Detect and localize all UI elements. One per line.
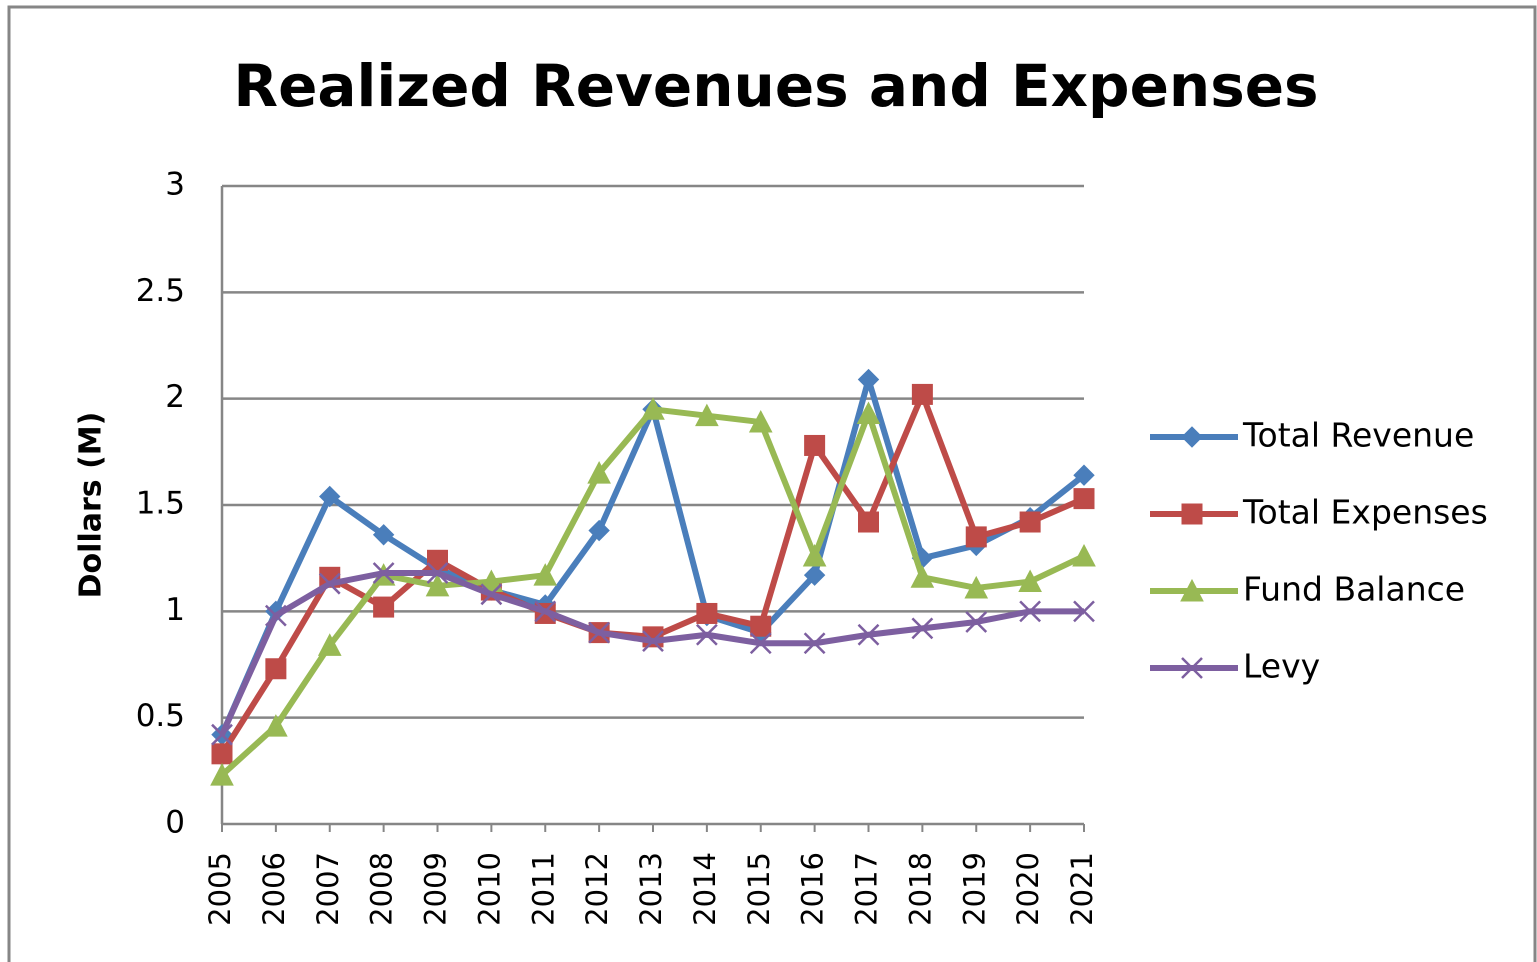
x-tick-label: 2010: [472, 852, 506, 926]
data-point: [965, 611, 988, 633]
data-point: [480, 583, 503, 606]
x-tick-label: 2018: [903, 852, 937, 926]
legend-marker: [1180, 578, 1204, 602]
x-tick-label: 2012: [580, 852, 614, 926]
y-axis-label: Dollars (M): [74, 412, 109, 599]
data-point: [965, 526, 987, 548]
data-point: [588, 519, 610, 542]
data-point: [695, 403, 719, 427]
y-tick-label: 3: [165, 167, 185, 203]
y-tick-label: 0: [165, 805, 185, 841]
data-point: [910, 565, 935, 588]
data-point: [803, 564, 826, 586]
x-tick-label: 2011: [526, 852, 560, 926]
data-point: [642, 630, 664, 652]
data-point: [425, 573, 450, 597]
y-tick-label: 2: [165, 379, 185, 415]
data-point: [534, 600, 557, 623]
data-point: [373, 596, 395, 618]
data-point: [1073, 464, 1095, 486]
data-point: [372, 524, 395, 546]
legend-label: Total Revenue: [1242, 416, 1474, 455]
data-point: [1072, 543, 1096, 567]
x-tick-label: 2015: [742, 852, 776, 926]
data-point: [210, 763, 234, 786]
data-point: [804, 434, 826, 456]
data-point: [211, 743, 233, 765]
data-point: [1073, 488, 1095, 510]
x-tick-label: 2006: [257, 852, 291, 926]
y-tick-label: 2.5: [136, 273, 185, 309]
x-tick-label: 2016: [796, 852, 830, 926]
data-point: [1073, 600, 1095, 623]
data-point: [1019, 511, 1041, 533]
legend-marker: [1181, 426, 1203, 448]
x-tick-label: 2005: [203, 852, 237, 926]
data-point: [211, 723, 233, 746]
x-tick-label: 2007: [311, 852, 345, 926]
data-point: [265, 658, 287, 680]
data-point: [696, 602, 718, 624]
data-point: [748, 409, 773, 433]
data-point: [372, 562, 395, 584]
data-point: [750, 615, 772, 637]
x-tick-label: 2021: [1065, 852, 1099, 926]
x-tick-label: 2019: [957, 852, 991, 926]
data-point: [641, 397, 665, 420]
y-tick-label: 1: [165, 592, 185, 628]
data-point: [803, 632, 826, 655]
data-point: [1018, 569, 1042, 593]
data-point: [426, 562, 449, 584]
data-point: [857, 623, 880, 646]
legend-marker: [1181, 657, 1203, 679]
x-tick-label: 2008: [365, 852, 399, 926]
data-point: [319, 485, 341, 508]
data-point: [588, 621, 611, 644]
data-point: [264, 604, 287, 627]
data-point: [317, 633, 342, 656]
x-tick-label: 2014: [688, 852, 722, 926]
data-point: [911, 617, 934, 640]
y-tick-label: 1.5: [136, 486, 185, 522]
data-point: [318, 572, 341, 595]
x-tick-label: 2017: [850, 852, 884, 926]
data-point: [857, 368, 880, 391]
chart-title: Realized Revenues and Expenses: [233, 52, 1318, 120]
chart-border: [7, 5, 1537, 962]
y-tick-label: 0.5: [136, 698, 185, 734]
x-tick-label: 2020: [1011, 852, 1045, 926]
data-point: [911, 383, 933, 405]
legend-label: Levy: [1243, 647, 1320, 686]
data-point: [856, 401, 881, 425]
data-point: [695, 623, 718, 646]
data-point: [1019, 600, 1042, 623]
legend-marker: [1181, 503, 1203, 525]
data-point: [587, 461, 611, 484]
data-point: [858, 511, 879, 533]
data-point: [749, 632, 772, 655]
legend-label: Fund Balance: [1243, 570, 1465, 609]
x-tick-label: 2013: [634, 852, 668, 926]
data-point: [533, 563, 558, 586]
data-point: [264, 714, 288, 737]
data-point: [802, 543, 827, 567]
legend-label: Total Expenses: [1242, 493, 1488, 532]
x-tick-label: 2009: [419, 852, 453, 926]
data-point: [964, 575, 989, 599]
